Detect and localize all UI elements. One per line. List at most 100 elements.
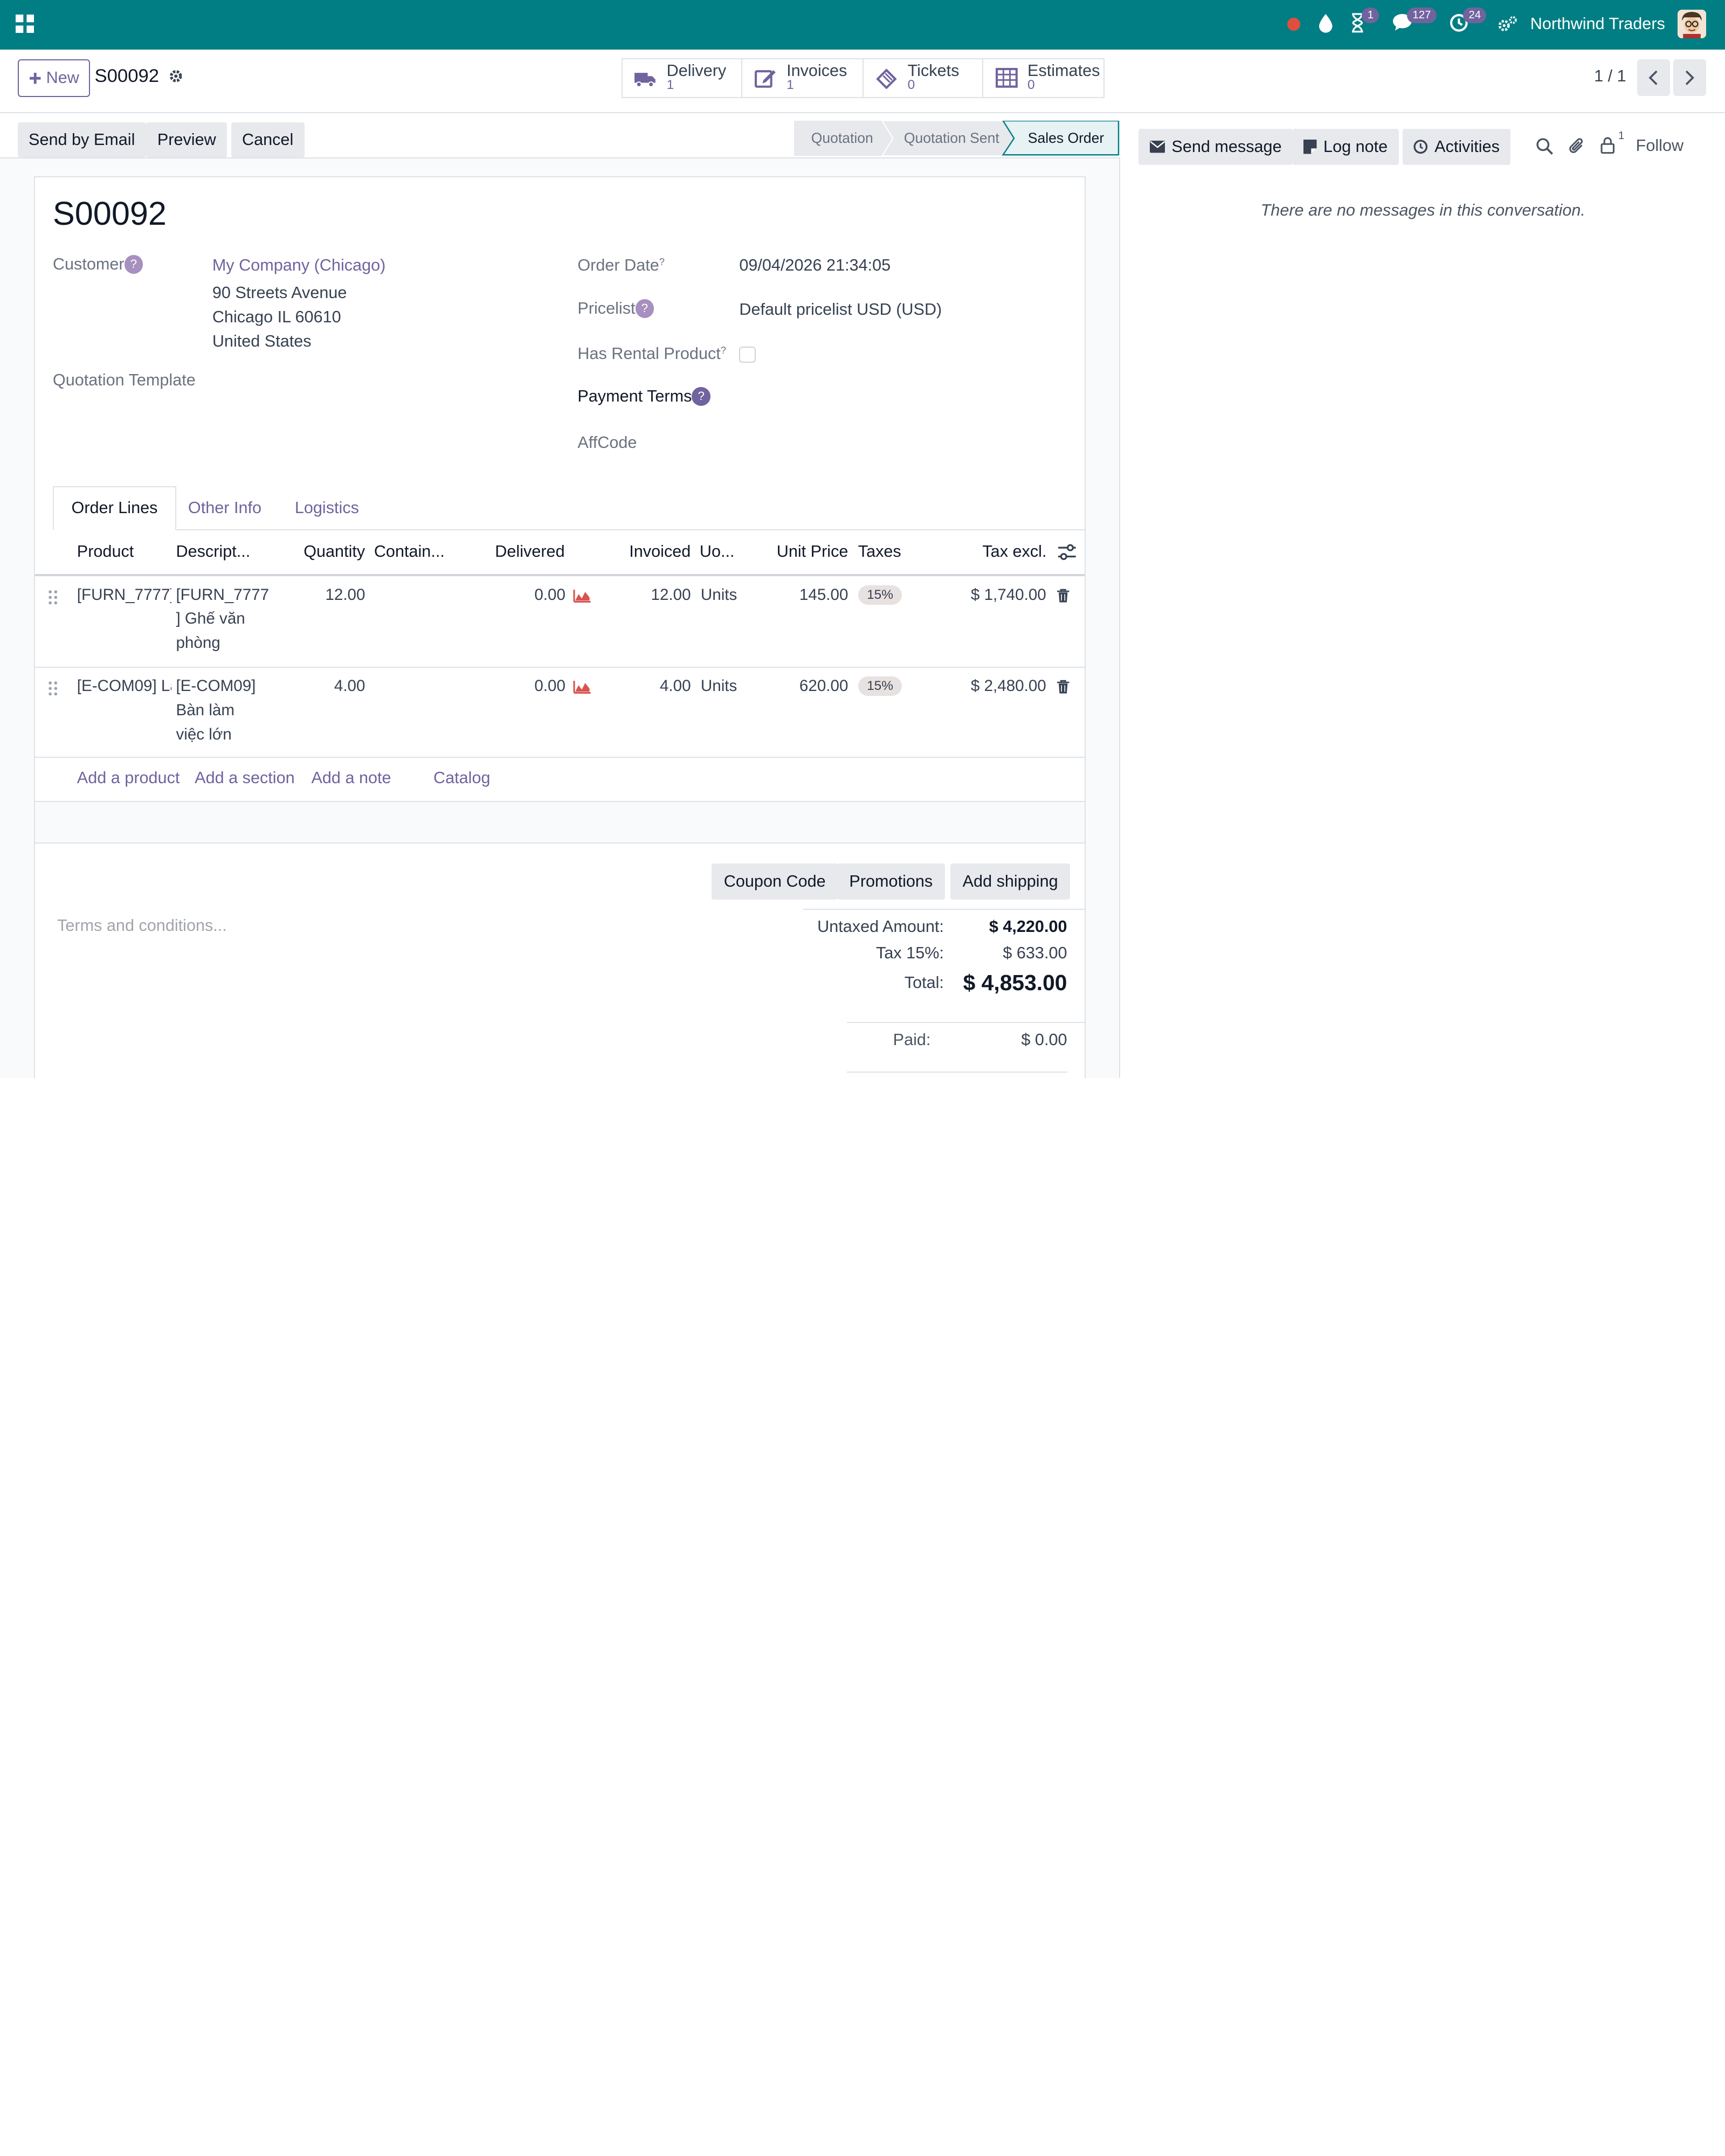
row-divider (35, 757, 1085, 758)
optional-columns-sliders-icon[interactable] (1057, 543, 1077, 561)
row2-tax-tag[interactable]: 15% (858, 676, 902, 696)
row1-description-line-1[interactable]: [FURN_7777 (176, 585, 270, 604)
drag-handle-icon[interactable] (47, 589, 58, 606)
stage-sales-order[interactable]: Sales Order (1027, 129, 1105, 146)
invoices-label: Invoices (786, 61, 847, 80)
preview-button[interactable]: Preview (146, 122, 227, 157)
activities-button[interactable]: Activities (1403, 128, 1511, 165)
pager-value[interactable]: 1 / 1 (1594, 67, 1626, 86)
estimates-count: 0 (1027, 77, 1035, 92)
column-taxes[interactable]: Taxes (858, 542, 901, 561)
rental-label-text: Has Rental Product (577, 344, 721, 363)
column-uom[interactable]: Uo... (699, 542, 735, 561)
quotation-template-field[interactable] (212, 367, 542, 393)
activity-hourglass-icon[interactable]: 1 (1350, 8, 1379, 33)
add-product-link[interactable]: Add a product (77, 769, 180, 787)
row1-tax-tag[interactable]: 15% (858, 585, 902, 605)
drag-handle-icon[interactable] (47, 680, 58, 697)
row1-unit-price[interactable]: 145.00 (799, 585, 848, 604)
form-statusbar: Send by Email Preview Cancel Quotation Q… (0, 120, 1120, 158)
water-drop-icon[interactable] (1318, 13, 1334, 33)
log-note-button[interactable]: Log note (1292, 128, 1399, 165)
row2-description-line-3[interactable]: việc lớn (176, 725, 232, 743)
column-contain[interactable]: Contain... (374, 542, 445, 561)
add-section-link[interactable]: Add a section (195, 769, 295, 787)
delivery-count: 1 (666, 77, 674, 92)
add-note-link[interactable]: Add a note (311, 769, 391, 787)
row2-description-line-2[interactable]: Bàn làm (176, 701, 234, 719)
rental-help-icon[interactable]: ? (720, 344, 726, 356)
new-button[interactable]: New (17, 59, 91, 97)
catalog-link[interactable]: Catalog (433, 769, 491, 787)
followers-lock-icon[interactable] (1600, 136, 1615, 154)
customer-label: Customer? (53, 255, 143, 274)
tab-order-lines[interactable]: Order Lines (52, 486, 177, 530)
invoices-smart-button[interactable]: Invoices 1 (741, 58, 864, 98)
promotions-button[interactable]: Promotions (837, 863, 945, 900)
tab-logistics[interactable]: Logistics (294, 499, 359, 517)
column-unit-price[interactable]: Unit Price (776, 542, 848, 561)
delivery-smart-button[interactable]: Delivery 1 (622, 58, 743, 98)
row1-description-line-3[interactable]: phòng (176, 634, 220, 652)
payment-terms-help-icon[interactable]: ? (692, 387, 711, 406)
pricelist-help-icon[interactable]: ? (635, 299, 654, 318)
row2-description-line-1[interactable]: [E-COM09] (176, 676, 256, 695)
column-invoiced[interactable]: Invoiced (629, 542, 691, 561)
affcode-field[interactable] (739, 429, 1069, 455)
add-shipping-button[interactable]: Add shipping (950, 863, 1071, 900)
row1-description-line-2[interactable]: ] Ghế văn (176, 610, 245, 628)
record-actions-gear-icon[interactable] (168, 68, 184, 84)
estimates-smart-button[interactable]: Estimates 0 (982, 58, 1105, 98)
column-quantity[interactable]: Quantity (303, 542, 365, 561)
stage-quotation[interactable]: Quotation (811, 129, 873, 146)
customer-help-icon[interactable]: ? (124, 255, 143, 274)
settings-gears-icon[interactable] (1498, 16, 1517, 33)
attachment-paperclip-icon[interactable] (1569, 136, 1585, 155)
apps-menu-icon[interactable] (15, 14, 34, 33)
row2-product[interactable]: [E-COM09] La (77, 676, 172, 695)
company-switcher[interactable]: Northwind Traders (1530, 14, 1665, 33)
messages-icon[interactable]: 127 (1392, 8, 1437, 32)
recording-indicator-icon[interactable] (1287, 17, 1301, 31)
send-message-button[interactable]: Send message (1138, 128, 1293, 165)
pager-next-button[interactable] (1673, 59, 1707, 96)
column-description[interactable]: Descript... (176, 542, 251, 561)
order-date-help-icon[interactable]: ? (659, 256, 665, 268)
customer-name-link[interactable]: My Company (Chicago) (212, 256, 386, 275)
row2-quantity[interactable]: 4.00 (334, 676, 365, 695)
follow-button[interactable]: Follow (1636, 136, 1684, 155)
row1-delete-trash-icon[interactable] (1057, 589, 1070, 603)
row1-forecast-chart-icon[interactable] (573, 589, 592, 603)
row2-forecast-chart-icon[interactable] (573, 680, 592, 694)
row1-product[interactable]: [FURN_7777] (77, 585, 172, 604)
user-avatar[interactable] (1678, 10, 1707, 39)
row2-uom[interactable]: Units (700, 676, 737, 695)
column-delivered[interactable]: Delivered (495, 542, 565, 561)
paid-value: $ 0.00 (1021, 1031, 1067, 1049)
has-rental-product-checkbox[interactable] (739, 346, 756, 363)
order-date-value[interactable]: 09/04/2026 21:34:05 (739, 256, 891, 275)
row2-delete-trash-icon[interactable] (1057, 680, 1070, 694)
pager-previous-button[interactable] (1637, 59, 1670, 96)
stage-quotation-sent[interactable]: Quotation Sent (903, 129, 999, 146)
row1-quantity[interactable]: 12.00 (325, 585, 365, 604)
column-product[interactable]: Product (77, 542, 134, 561)
customer-address-line-3: United States (212, 332, 312, 351)
row1-uom[interactable]: Units (700, 585, 737, 604)
coupon-code-button[interactable]: Coupon Code (712, 863, 838, 900)
search-messages-icon[interactable] (1536, 137, 1554, 155)
tickets-smart-button[interactable]: Tickets 0 (862, 58, 984, 98)
pricelist-value[interactable]: Default pricelist USD (USD) (739, 300, 942, 319)
terms-and-conditions-input[interactable]: Terms and conditions... (57, 916, 227, 935)
cancel-button[interactable]: Cancel (231, 122, 305, 157)
pricelist-label: Pricelist? (577, 299, 654, 318)
tab-other-info[interactable]: Other Info (188, 499, 262, 517)
row2-unit-price[interactable]: 620.00 (799, 676, 848, 695)
stage-arrows (794, 121, 1120, 156)
payment-terms-field[interactable] (739, 384, 1069, 410)
empty-conversation-message: There are no messages in this conversati… (1260, 201, 1585, 220)
tax-label: Tax 15%: (876, 943, 944, 962)
send-by-email-button[interactable]: Send by Email (17, 122, 146, 157)
clock-icon[interactable]: 24 (1449, 8, 1487, 33)
column-tax-excl[interactable]: Tax excl. (982, 542, 1047, 561)
